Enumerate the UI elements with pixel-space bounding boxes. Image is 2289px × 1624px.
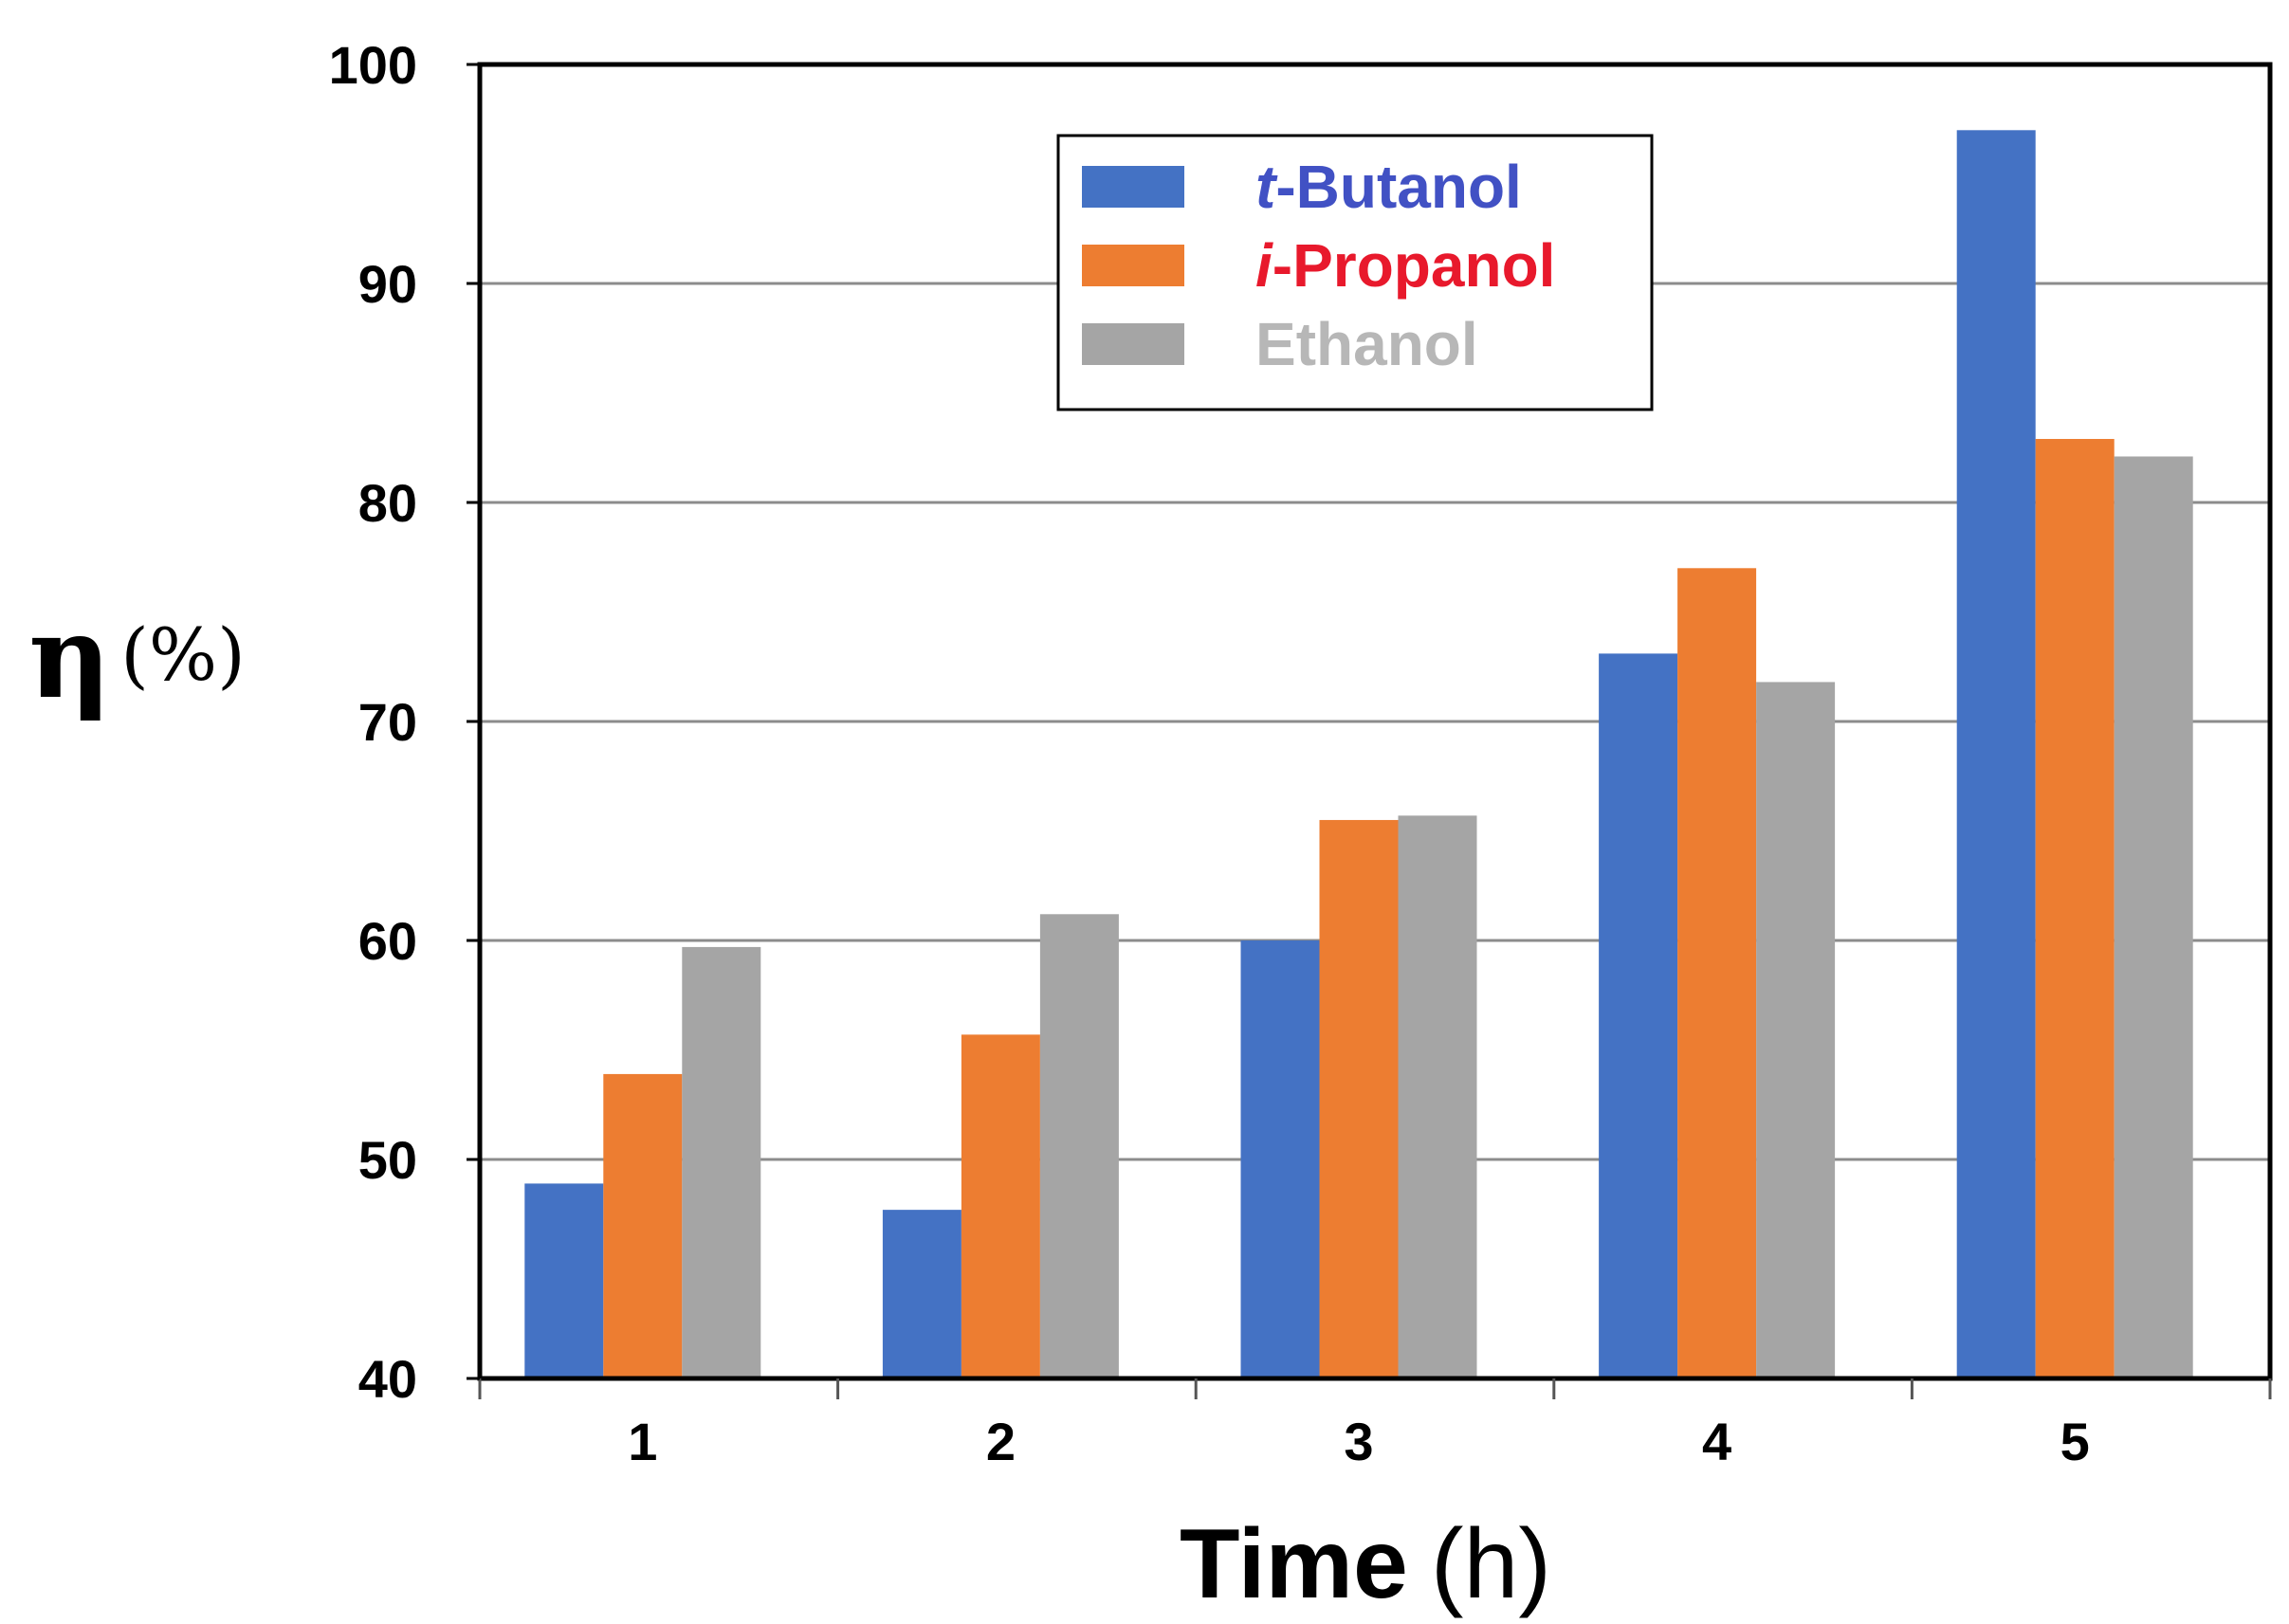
y-tick-label: 70 [358, 692, 417, 752]
x-tick-label: 1 [628, 1412, 657, 1471]
bar-i-propanol-4 [1677, 568, 1757, 1378]
bar-t-butanol-2 [882, 1210, 961, 1378]
y-axis-ticks: 40 50 60 70 80 90 100 [329, 35, 480, 1409]
legend-label-ethanol: Ethanol [1255, 310, 1478, 378]
bar-t-butanol-4 [1599, 653, 1678, 1378]
x-tick-label: 4 [1702, 1412, 1731, 1471]
legend-swatch-t-butanol [1082, 166, 1184, 208]
legend-label-t-butanol: t-Butanol [1255, 153, 1522, 221]
bar-i-propanol-2 [961, 1034, 1040, 1378]
x-tick-label: 5 [2060, 1412, 2090, 1471]
y-tick-label: 40 [358, 1349, 417, 1409]
bar-i-propanol-1 [603, 1073, 683, 1378]
bar-ethanol-4 [1756, 682, 1836, 1378]
x-axis-label: Time (h) [1180, 1509, 1551, 1619]
bar-t-butanol-5 [1956, 130, 2036, 1378]
y-tick-label: 90 [358, 254, 417, 314]
bar-ethanol-1 [682, 946, 761, 1378]
bar-i-propanol-3 [1319, 819, 1399, 1378]
y-tick-label: 60 [358, 911, 417, 971]
bar-t-butanol-1 [524, 1183, 604, 1378]
bar-ethanol-5 [2114, 456, 2193, 1378]
bar-ethanol-3 [1398, 815, 1477, 1378]
y-tick-label: 50 [358, 1130, 417, 1190]
x-tick-label: 2 [986, 1412, 1016, 1471]
bars [524, 130, 2193, 1378]
y-tick-label: 100 [329, 35, 417, 95]
legend-swatch-ethanol [1082, 323, 1184, 365]
legend-label-i-propanol: i-Propanol [1255, 231, 1555, 300]
bar-t-butanol-3 [1240, 940, 1320, 1378]
legend-swatch-i-propanol [1082, 245, 1184, 286]
y-tick-label: 80 [358, 473, 417, 533]
x-tick-label: 3 [1344, 1412, 1373, 1471]
bar-i-propanol-5 [2035, 439, 2115, 1378]
legend: t-Butanol i-Propanol Ethanol [1056, 134, 1654, 411]
bar-ethanol-2 [1039, 914, 1119, 1378]
y-axis-label: η (%) [28, 591, 246, 724]
x-axis-ticks: 1 2 3 4 5 [478, 1378, 2272, 1471]
